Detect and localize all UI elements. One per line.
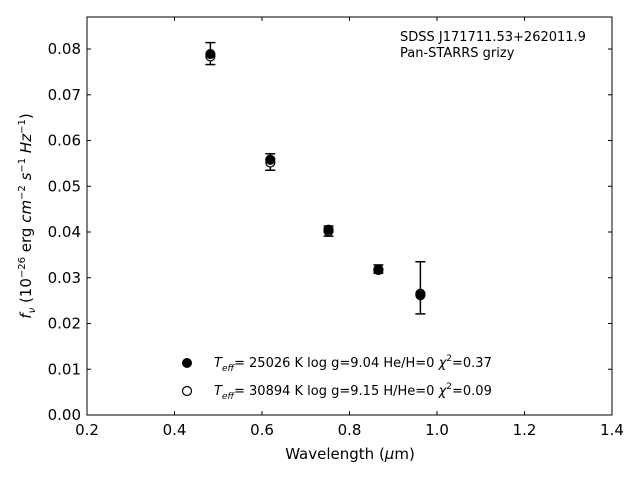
- x-tick-label: 0.4: [163, 421, 187, 439]
- y-tick-label: 0.06: [48, 132, 81, 150]
- y-tick-label: 0.00: [48, 406, 81, 424]
- y-axis-label: fν (10−26 erg cm−2 s−1 Hz−1): [17, 113, 38, 318]
- axis-ticks: 0.2 0.4 0.6 0.8 1.0 1.2 1.4 0.00 0.01 0.02 0.03 0.0…: [48, 17, 624, 439]
- point-model-1: [323, 224, 334, 235]
- y-tick-label: 0.08: [48, 40, 81, 58]
- annotation-object-name: SDSS J171711.53+262011.9: [400, 30, 586, 45]
- x-tick-label: 1.2: [513, 421, 537, 439]
- x-tick-label: 0.8: [338, 421, 362, 439]
- point-model-1: [265, 154, 276, 165]
- y-tick-label: 0.07: [48, 86, 81, 104]
- y-tick-label: 0.01: [48, 360, 81, 378]
- y-tick-label: 0.03: [48, 269, 81, 287]
- x-tick-label: 0.2: [75, 421, 99, 439]
- y-tick-label: 0.04: [48, 223, 81, 241]
- point-model-1: [415, 290, 426, 301]
- x-tick-label: 1.0: [425, 421, 449, 439]
- x-tick-label: 0.6: [250, 421, 274, 439]
- legend-marker-filled: [182, 358, 192, 368]
- point-model-1: [205, 48, 216, 60]
- y-tick-label: 0.02: [48, 315, 81, 333]
- x-axis-label: Wavelength (μm): [285, 445, 415, 463]
- error-bars: [205, 41, 426, 315]
- data-points: [205, 48, 426, 301]
- annotation-survey: Pan-STARRS grizy: [400, 46, 515, 61]
- legend-label-model-2: Teff= 30894 K log g=9.15 H/He=0 χ2=0.09: [214, 382, 492, 402]
- point-model-1: [373, 264, 384, 275]
- y-tick-label: 0.05: [48, 177, 81, 195]
- legend-marker-open: [181, 385, 193, 397]
- legend-label-model-1: Teff= 25026 K log g=9.04 He/H=0 χ2=0.37: [214, 354, 492, 374]
- x-tick-label: 1.4: [600, 421, 624, 439]
- legend: Teff= 25026 K log g=9.04 He/H=0 χ2=0.37 …: [181, 354, 492, 402]
